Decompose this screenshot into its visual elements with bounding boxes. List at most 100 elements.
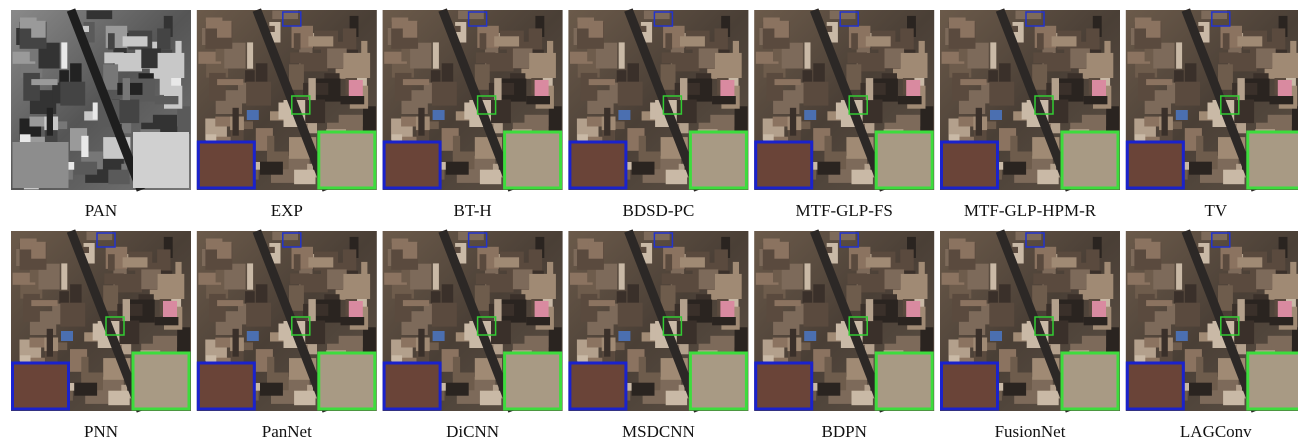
building: [104, 273, 124, 284]
roof-pink: [535, 301, 549, 317]
building: [70, 63, 82, 82]
building: [712, 317, 736, 325]
building: [632, 162, 655, 175]
building: [1146, 300, 1172, 306]
building: [418, 329, 424, 357]
building: [494, 36, 519, 46]
building: [851, 33, 858, 49]
building: [813, 63, 825, 82]
building: [680, 257, 705, 267]
zoom-inset-green: [876, 353, 932, 409]
building: [61, 263, 67, 289]
building: [308, 257, 333, 267]
roof-blue: [1176, 331, 1188, 341]
zoom-inset-blue: [13, 142, 69, 188]
roof-pink: [349, 301, 363, 317]
building: [1219, 273, 1239, 284]
building: [661, 285, 676, 311]
building: [1052, 36, 1077, 46]
panel-label: LAGConv: [1180, 422, 1252, 441]
building: [986, 342, 996, 350]
building: [615, 121, 625, 129]
building: [341, 96, 365, 104]
building: [662, 52, 682, 63]
building: [589, 21, 604, 38]
building: [960, 242, 975, 259]
zoom-inset-blue: [198, 363, 254, 409]
roof-blue: [61, 331, 73, 341]
panel-label: PNN: [84, 422, 118, 441]
building: [1146, 79, 1172, 85]
building: [529, 53, 556, 78]
building: [104, 52, 124, 63]
building: [1196, 357, 1203, 378]
building: [1272, 249, 1285, 270]
building: [1032, 285, 1047, 311]
building: [31, 300, 57, 306]
roof-blue: [433, 331, 445, 341]
building: [432, 82, 457, 106]
building: [852, 391, 873, 406]
building: [123, 36, 148, 46]
building: [639, 357, 646, 378]
building: [735, 327, 748, 355]
building: [666, 170, 687, 185]
building: [898, 317, 922, 325]
building: [529, 274, 556, 299]
building: [715, 249, 728, 270]
building: [475, 64, 490, 90]
image-panel: [197, 231, 377, 411]
building: [900, 28, 913, 49]
building: [581, 294, 598, 322]
image-panel: [940, 10, 1120, 190]
building: [343, 274, 370, 299]
building: [1185, 284, 1197, 303]
zoom-inset-blue: [1127, 363, 1183, 409]
building: [1223, 254, 1230, 270]
building: [418, 108, 424, 136]
building: [1106, 106, 1119, 134]
building: [61, 42, 67, 68]
building: [1189, 383, 1212, 396]
building: [158, 274, 185, 299]
building: [825, 357, 832, 378]
building: [1010, 136, 1017, 157]
building: [1086, 249, 1099, 270]
building: [343, 28, 356, 49]
panel-label: BDSD-PC: [622, 201, 694, 220]
building: [256, 284, 268, 303]
building: [817, 383, 840, 396]
building: [403, 79, 429, 85]
building: [632, 383, 655, 396]
building: [976, 329, 982, 357]
building: [589, 242, 604, 259]
roof-blue: [990, 110, 1002, 120]
building: [247, 42, 253, 68]
image-panel: [1126, 231, 1298, 411]
building: [526, 317, 550, 325]
building: [618, 303, 643, 327]
roof-blue: [433, 110, 445, 120]
building: [290, 273, 310, 284]
building: [639, 136, 646, 157]
building: [1037, 391, 1058, 406]
panel-label: FusionNet: [995, 422, 1066, 441]
building: [1084, 317, 1108, 325]
building: [446, 383, 469, 396]
building: [289, 64, 304, 90]
image-panel: [197, 10, 377, 190]
building: [1223, 170, 1244, 185]
image-panel: [568, 10, 748, 190]
building: [60, 303, 85, 327]
building: [529, 249, 542, 270]
zoom-inset-blue: [384, 363, 440, 409]
building: [475, 285, 490, 311]
building: [976, 108, 982, 136]
building: [403, 300, 429, 306]
zoom-inset-blue: [384, 142, 440, 188]
building: [960, 79, 986, 85]
building: [155, 96, 179, 104]
panel-label: EXP: [271, 201, 303, 220]
image-panel: [754, 10, 934, 190]
building: [31, 242, 46, 259]
